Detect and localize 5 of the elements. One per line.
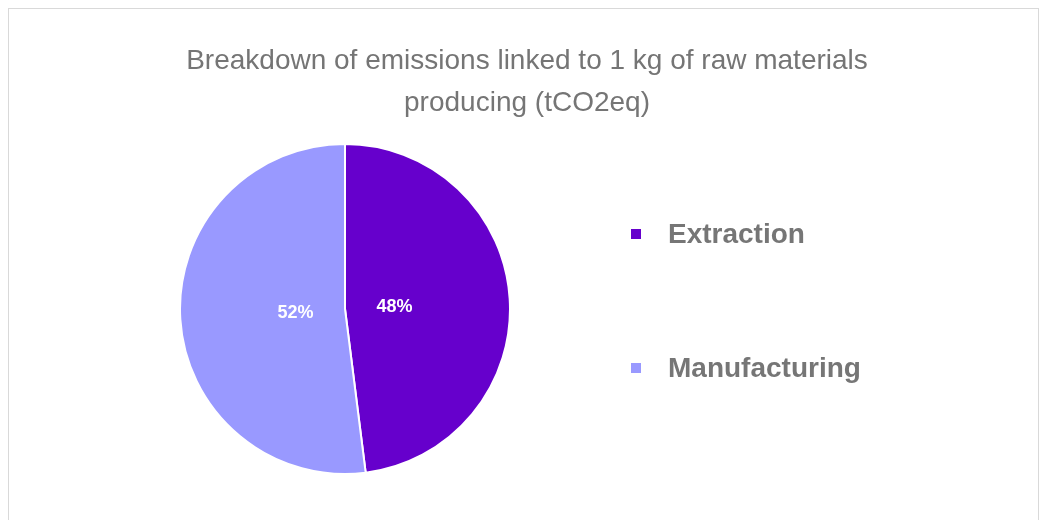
data-label: 52% — [277, 302, 314, 323]
legend-label: Manufacturing — [668, 352, 861, 384]
data-label: 48% — [376, 295, 413, 316]
chart-title: Breakdown of emissions linked to 1 kg of raw materials producing (tCO2eq) — [185, 43, 869, 119]
legend-label: Extraction — [668, 218, 805, 250]
